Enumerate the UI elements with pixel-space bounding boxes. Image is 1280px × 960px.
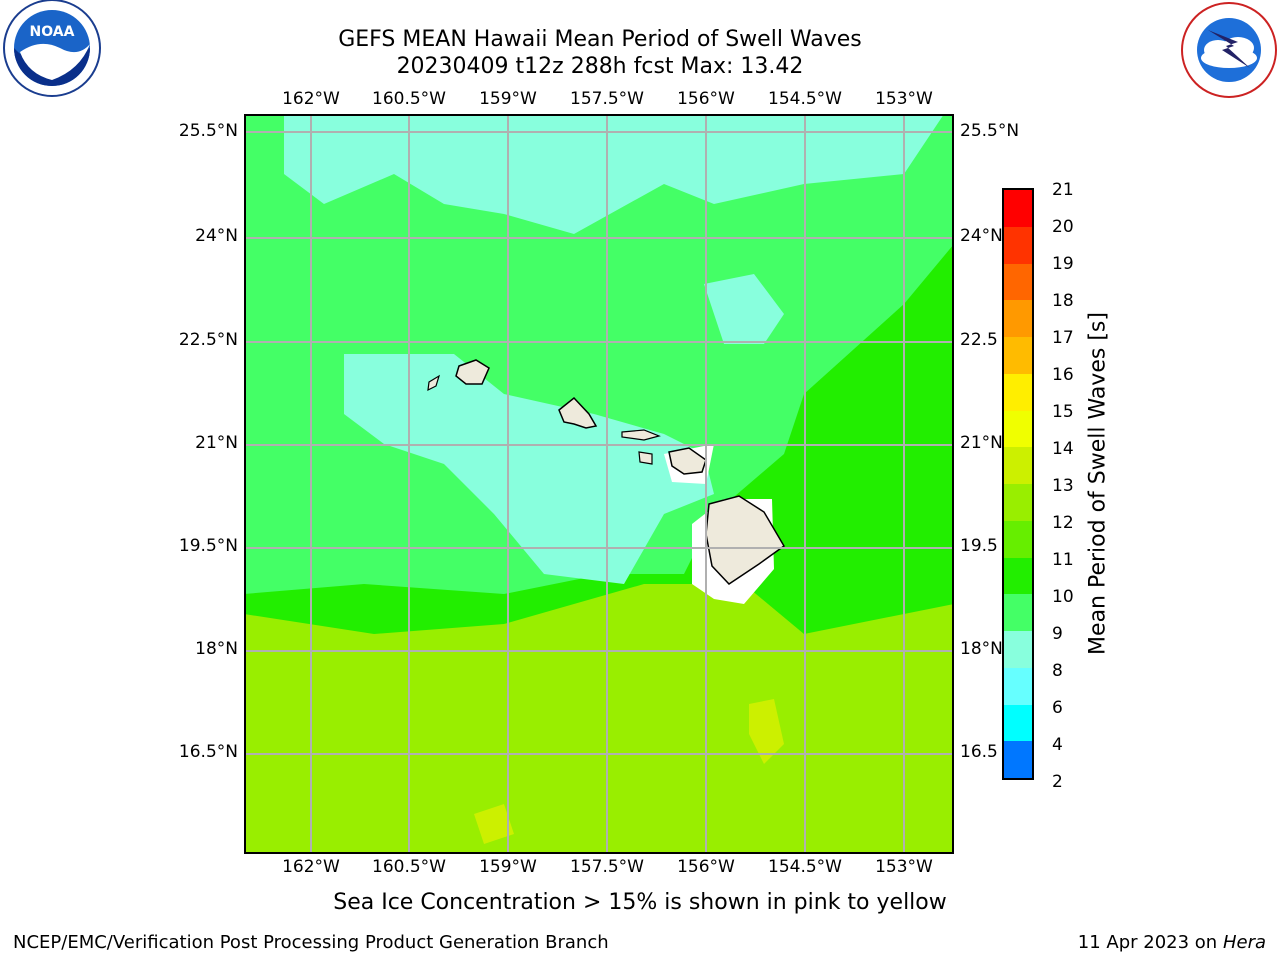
map-svg [244,114,954,854]
colorbar-segment [1004,557,1032,595]
niihau-island [427,374,441,392]
maui-island [668,447,707,475]
colorbar-segment [1004,520,1032,558]
chart-title-line1: GEFS MEAN Hawaii Mean Period of Swell Wa… [338,27,862,52]
colorbar-tick: 8 [1052,661,1063,681]
colorbar-tick: 6 [1052,698,1063,718]
colorbar-segment [1004,704,1032,742]
lon-tick-bottom: 162°W [282,857,340,877]
lat-tick-left: 25.5°N [178,121,238,141]
colorbar-tick: 21 [1052,180,1074,200]
yellow-patch [749,699,784,764]
footer-host: Hera [1222,932,1266,953]
colorbar-segment [1004,594,1032,631]
lon-tick-top: 162°W [282,89,340,109]
lon-tick-top: 157.5°W [570,89,644,109]
colorbar-segment [1004,410,1032,448]
lat-tick-right: 21°N [960,433,1003,453]
lat-tick-left: 16.5°N [178,742,238,762]
cyan-region-north [284,114,944,234]
colorbar-tick: 17 [1052,328,1074,348]
colorbar-segment [1004,337,1032,374]
colorbar-label: Mean Period of Swell Waves [s] [1085,312,1111,655]
lon-tick-bottom: 153°W [875,857,933,877]
lanai-island [638,451,653,465]
lat-tick-left: 18°N [195,639,238,659]
lat-tick-left: 24°N [195,226,238,246]
green-region [244,114,954,594]
chart-title-line2: 20230409 t12z 288h fcst Max: 13.42 [396,54,804,79]
lon-tick-bottom: 157.5°W [570,857,644,877]
colorbar-segment [1004,300,1032,337]
colorbar-tick: 11 [1052,550,1074,570]
colorbar-segment [1004,484,1032,521]
colorbar-segment [1004,741,1032,778]
lon-tick-top: 160.5°W [372,89,446,109]
lat-tick-left: 22.5°N [178,330,238,350]
lon-tick-top: 153°W [875,89,933,109]
lon-tick-bottom: 154.5°W [768,857,842,877]
yellow-patch [474,804,514,844]
colorbar [1002,188,1034,780]
lon-tick-top: 154.5°W [768,89,842,109]
lon-tick-top: 159°W [479,89,537,109]
lon-tick-bottom: 159°W [479,857,537,877]
colorbar-tick: 18 [1052,291,1074,311]
footer-date: 11 Apr 2023 on Hera [1078,932,1266,953]
lon-tick-bottom: 160.5°W [372,857,446,877]
hawaii-big-island [705,495,785,585]
noaa-logo-text: NOAA [30,24,75,40]
lon-tick-top: 156°W [677,89,735,109]
oahu-island [558,396,598,429]
colorbar-segment [1004,226,1032,264]
colorbar-tick: 9 [1052,624,1063,644]
map-plot-area [244,114,954,854]
lat-tick-right: 25.5°N [960,121,1020,141]
map-frame [244,114,954,854]
colorbar-segment [1004,190,1032,227]
lon-tick-bottom: 156°W [677,857,735,877]
colorbar-tick: 12 [1052,513,1074,533]
sea-ice-note: Sea Ice Concentration > 15% is shown in … [333,890,947,915]
colorbar-segment [1004,667,1032,705]
lat-tick-right: 24°N [960,226,1003,246]
colorbar-segment [1004,263,1032,301]
lat-tick-left: 21°N [195,433,238,453]
colorbar-segment [1004,631,1032,668]
footer-branch: NCEP/EMC/Verification Post Processing Pr… [13,932,609,953]
colorbar-tick: 13 [1052,476,1074,496]
cyan-region-central [344,354,714,584]
colorbar-tick: 15 [1052,402,1074,422]
colorbar-tick: 20 [1052,217,1074,237]
colorbar-tick: 2 [1052,772,1063,792]
molokai-island [621,429,661,441]
lat-tick-right: 16.5 [960,742,998,762]
colorbar-tick: 19 [1052,254,1074,274]
colorbar-tick: 14 [1052,439,1074,459]
noaa-logo: NOAA [0,0,104,100]
lat-tick-left: 19.5°N [178,536,238,556]
lat-tick-right: 18°N [960,639,1003,659]
lat-tick-right: 19.5 [960,536,998,556]
map-gridlines [244,114,954,854]
colorbar-tick: 16 [1052,365,1074,385]
colorbar-tick: 10 [1052,587,1074,607]
cyan-patch [704,274,784,344]
colorbar-segment [1004,447,1032,484]
colorbar-tick: 4 [1052,735,1063,755]
nws-logo [1178,0,1280,100]
footer-date-text: 11 Apr 2023 on [1077,932,1223,953]
lat-tick-right: 22.5 [960,330,998,350]
colorbar-segment [1004,373,1032,411]
kauai-island [455,359,490,385]
